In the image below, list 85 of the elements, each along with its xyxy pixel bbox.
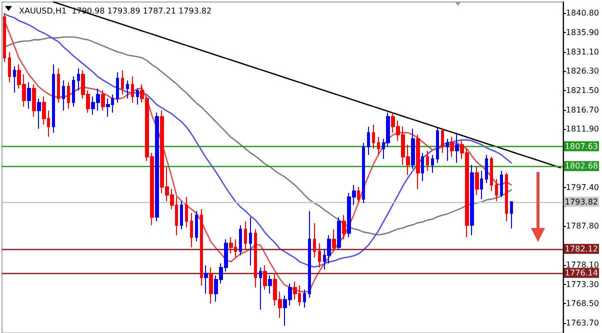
candlestick xyxy=(67,82,70,110)
candlestick xyxy=(239,224,242,256)
candlestick xyxy=(254,228,257,288)
candlestick xyxy=(209,266,213,304)
candlestick xyxy=(450,136,454,158)
candlestick xyxy=(416,134,420,190)
candlestick xyxy=(57,68,60,104)
candlestick xyxy=(485,154,488,184)
y-tick-label: 1768.50 xyxy=(566,299,600,308)
y-tick-label: 1763.70 xyxy=(566,318,600,328)
candlestick xyxy=(470,164,474,236)
candlestick xyxy=(8,52,11,83)
candlestick xyxy=(303,289,306,308)
candlestick xyxy=(106,98,110,118)
candlestick xyxy=(204,264,208,294)
ref-line-label: 1776.14 xyxy=(564,268,598,278)
y-tick-label: 1821.50 xyxy=(566,86,600,95)
candlestick xyxy=(185,196,188,228)
y-tick-label: 1816.70 xyxy=(566,105,600,114)
candlestick xyxy=(431,154,434,174)
y-tick-label: 1811.90 xyxy=(566,124,600,134)
candlestick xyxy=(446,138,449,162)
candlestick xyxy=(372,124,375,150)
candlestick xyxy=(357,186,360,204)
candlestick xyxy=(155,112,159,222)
candlestick xyxy=(116,72,119,104)
candlestick xyxy=(136,88,139,106)
y-tick-label: 1826.30 xyxy=(566,66,600,76)
candlestick xyxy=(367,126,370,156)
candlestick xyxy=(411,128,415,170)
candlestick xyxy=(3,12,6,62)
candlestick xyxy=(318,242,321,268)
candlestick xyxy=(500,170,503,198)
y-tick-label: 1797.40 xyxy=(566,182,600,192)
candlestick xyxy=(52,64,55,134)
candlestick xyxy=(229,236,233,254)
candlestick xyxy=(426,150,429,172)
y-tick-label: 1787.80 xyxy=(566,222,600,231)
candlestick xyxy=(313,222,316,258)
candlestick xyxy=(436,126,439,164)
candlestick xyxy=(308,210,311,298)
candlestick xyxy=(77,68,80,91)
y-tick-label: 1835.90 xyxy=(566,28,600,38)
y-tick-label: 1773.30 xyxy=(566,280,600,289)
candlestick xyxy=(180,200,183,230)
candlestick xyxy=(421,152,424,182)
candlestick xyxy=(249,216,252,266)
y-tick-label: 1840.80 xyxy=(566,8,600,18)
ref-line-label: 1802.68 xyxy=(564,162,598,171)
candlestick xyxy=(13,66,16,93)
candlestick xyxy=(337,216,341,250)
candlestick xyxy=(490,156,493,192)
candlestick xyxy=(441,128,444,154)
y-tick-label: 1831.10 xyxy=(566,47,600,56)
line-series xyxy=(4,36,512,236)
candlestick xyxy=(37,98,41,130)
y-tick-label: 1778.10 xyxy=(566,260,600,270)
candlestick xyxy=(62,80,65,112)
candlestick xyxy=(332,228,336,252)
candlestick xyxy=(72,76,75,108)
candlestick xyxy=(121,70,124,96)
candlestick xyxy=(480,170,483,200)
candlestick xyxy=(126,80,129,100)
candlestick xyxy=(377,136,380,156)
candlestick xyxy=(32,84,36,118)
candlestick xyxy=(263,264,267,290)
candlestick xyxy=(505,172,508,222)
candlestick xyxy=(190,212,193,248)
candlestick xyxy=(342,214,346,240)
candlestick xyxy=(362,142,365,204)
ref-line-label: 1793.82 xyxy=(564,197,598,206)
candlestick xyxy=(510,201,513,229)
candlestick xyxy=(101,90,105,112)
candlestick xyxy=(268,274,272,294)
candlestick xyxy=(455,132,459,164)
ref-line-label: 1807.63 xyxy=(564,142,598,151)
candlestick xyxy=(131,76,134,104)
candlestick xyxy=(195,210,198,242)
candlestick xyxy=(495,178,498,202)
candlestick xyxy=(200,208,203,286)
candlestick xyxy=(259,266,262,310)
candlestick xyxy=(244,220,247,250)
ref-line-label: 1782.12 xyxy=(564,244,598,254)
candlestick xyxy=(475,166,479,196)
candlestick xyxy=(27,82,31,110)
